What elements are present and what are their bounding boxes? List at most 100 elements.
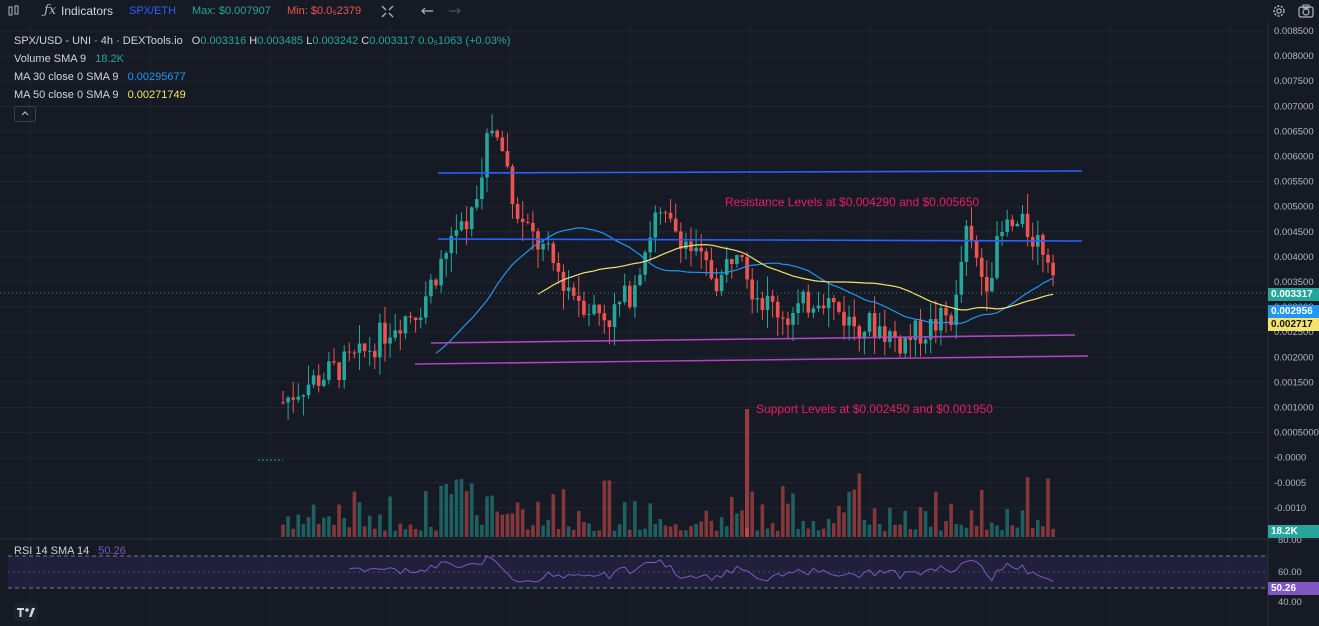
volume-bar xyxy=(944,521,948,537)
candle-body xyxy=(832,298,836,303)
volume-bar xyxy=(622,502,627,537)
candle-body xyxy=(944,307,948,316)
rsi-legend[interactable]: RSI 14 SMA 14 50.26 xyxy=(14,545,126,557)
candles-icon[interactable] xyxy=(8,5,20,17)
undo-icon[interactable] xyxy=(421,5,434,20)
volume-bar xyxy=(888,507,892,537)
candle-body xyxy=(546,243,550,245)
volume-bar xyxy=(811,521,816,537)
candle-body xyxy=(418,317,423,321)
candle-body xyxy=(357,343,362,353)
volume-bar xyxy=(714,530,719,537)
candle-body xyxy=(821,305,826,309)
volume-bar xyxy=(893,524,897,537)
candle-body xyxy=(332,361,336,363)
pair-toggle[interactable]: SPX/ETH xyxy=(129,5,177,17)
volume-bar xyxy=(908,529,913,537)
ohlc-low: L0.003242 xyxy=(306,35,359,47)
volume-bar xyxy=(842,512,846,537)
candle-body xyxy=(566,287,571,291)
volume-bar xyxy=(730,496,734,537)
candle-body xyxy=(352,352,357,354)
volume-bar xyxy=(327,516,331,537)
collapse-legend-button[interactable] xyxy=(14,106,36,122)
candle-body xyxy=(689,241,693,252)
candle-body xyxy=(648,237,652,253)
volume-bar xyxy=(388,496,392,537)
volume-bar xyxy=(454,479,459,537)
ohlc-change: 0.0₅1063 (+0.03%) xyxy=(418,35,511,47)
ma50-legend[interactable]: MA 50 close 0 SMA 9 0.00271749 xyxy=(14,89,186,101)
candle-body xyxy=(500,137,505,152)
volume-bar xyxy=(939,530,943,537)
support-line-upper xyxy=(430,334,1076,344)
volume-bar xyxy=(791,493,795,537)
candle-body xyxy=(571,287,576,296)
top-toolbar: ƒx Indicators SPX/ETH Max: $0.007907 Min… xyxy=(0,0,1319,22)
candle-body xyxy=(373,350,377,358)
volume-bar xyxy=(765,528,770,537)
support-annotation[interactable]: Support Levels at $0.002450 and $0.00195… xyxy=(756,402,993,416)
redo-icon[interactable] xyxy=(448,5,461,20)
resistance-annotation[interactable]: Resistance Levels at $0.004290 and $0.00… xyxy=(725,195,980,209)
volume-bar xyxy=(332,524,336,537)
volume-bar xyxy=(837,505,841,537)
resistance-line-upper xyxy=(437,170,1083,174)
candle-body xyxy=(367,350,372,352)
ma30-legend[interactable]: MA 30 close 0 SMA 9 0.00295677 xyxy=(14,71,186,83)
volume-bar xyxy=(505,513,510,537)
candle-body xyxy=(286,397,290,403)
volume-bar xyxy=(735,513,739,537)
volume-bar xyxy=(383,530,387,537)
volume-bar xyxy=(872,508,877,537)
volume-bar xyxy=(1000,530,1004,537)
volume-bar xyxy=(515,502,520,537)
symbol-title: SPX/USD - UNI · 4h · DEXTools.io xyxy=(14,35,183,47)
fx-icon[interactable]: ƒx xyxy=(44,3,57,18)
indicators-button[interactable]: Indicators xyxy=(61,4,114,18)
volume-legend[interactable]: Volume SMA 9 18.2K xyxy=(14,53,124,65)
candle-body xyxy=(811,308,816,313)
volume-bar xyxy=(628,529,632,537)
price-axis-tick: 0.005500 xyxy=(1274,177,1314,188)
volume-bar xyxy=(699,521,703,537)
candle-body xyxy=(959,261,964,295)
ma50-price-label: 0.002717 xyxy=(1268,318,1319,331)
settings-icon[interactable] xyxy=(1271,3,1287,22)
candle-body xyxy=(316,375,321,386)
camera-icon[interactable] xyxy=(1298,3,1314,22)
volume-bar xyxy=(704,510,709,537)
candle-body xyxy=(923,339,928,344)
candle-body xyxy=(638,274,642,286)
candle-body xyxy=(597,304,601,314)
price-axis-tick: 0.003500 xyxy=(1274,277,1314,288)
volume-bar xyxy=(413,528,418,537)
ma30-value: 0.00295677 xyxy=(127,71,186,83)
candle-body xyxy=(985,276,989,292)
volume-bar xyxy=(668,526,673,537)
candle-body xyxy=(526,221,530,223)
candle-body xyxy=(934,319,938,331)
candle-body xyxy=(464,221,469,230)
volume-bar xyxy=(816,530,821,537)
volume-bar xyxy=(826,518,831,537)
volume-bar xyxy=(352,491,357,537)
volume-bar xyxy=(362,526,367,537)
fullscreen-icon[interactable] xyxy=(381,5,394,21)
ohlc-close: C0.003317 xyxy=(361,35,416,47)
candle-body xyxy=(378,322,382,358)
candle-body xyxy=(592,304,596,315)
volume-bar xyxy=(877,523,882,537)
price-axis-tick: 0.006500 xyxy=(1274,126,1314,137)
candle-body xyxy=(740,255,744,258)
candle-body xyxy=(485,133,489,178)
volume-bar xyxy=(367,515,372,537)
price-axis-tick: 0.002500 xyxy=(1274,327,1314,338)
volume-bar xyxy=(541,525,545,537)
resistance-line-lower xyxy=(437,238,1083,242)
candle-body xyxy=(612,304,617,328)
rsi-price-label: 50.26 xyxy=(1268,582,1319,595)
tradingview-logo-icon[interactable] xyxy=(14,603,38,621)
volume-bar xyxy=(1015,527,1020,537)
